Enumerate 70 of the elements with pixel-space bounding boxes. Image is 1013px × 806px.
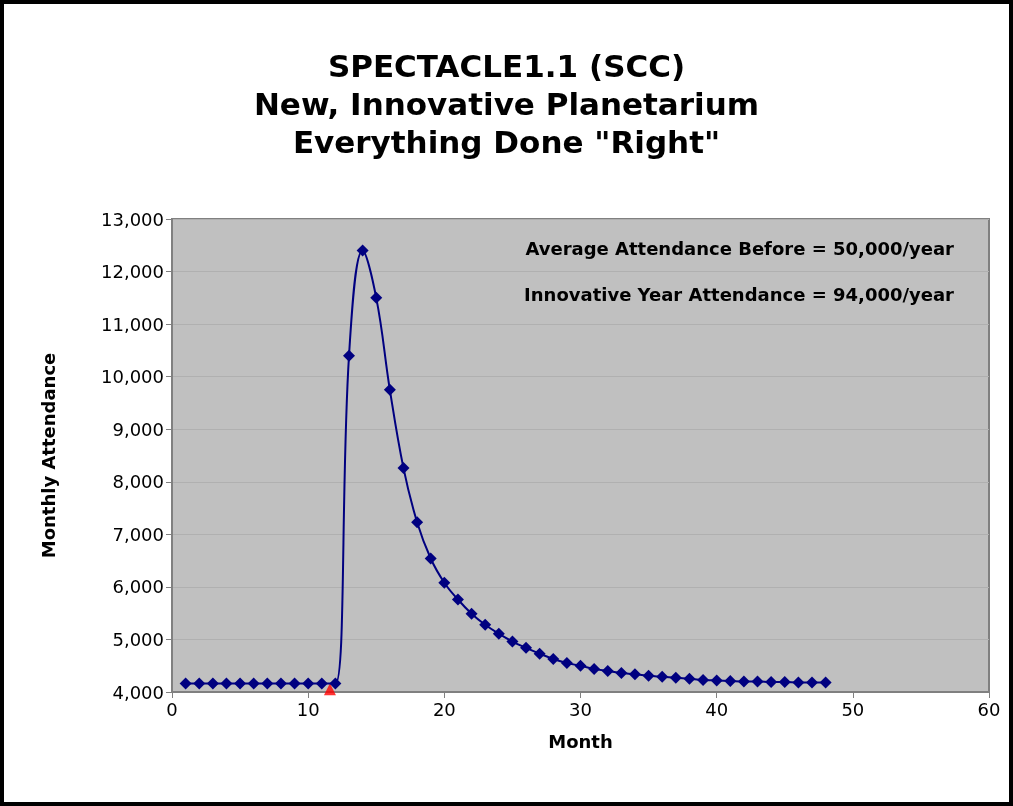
point xyxy=(547,652,560,665)
point xyxy=(397,462,410,475)
point xyxy=(792,676,805,689)
point xyxy=(724,674,737,687)
point xyxy=(424,552,437,565)
point xyxy=(615,667,628,680)
x-tick-label: 50 xyxy=(841,698,865,720)
point xyxy=(710,674,723,687)
annotation: Innovative Year Attendance = 94,000/year xyxy=(524,283,955,305)
point xyxy=(697,673,710,686)
y-tick-label: 8,000 xyxy=(112,471,164,493)
y-tick-label: 5,000 xyxy=(112,628,164,650)
point xyxy=(274,677,287,690)
point xyxy=(343,349,356,362)
y-tick-label: 12,000 xyxy=(101,261,164,283)
point xyxy=(560,657,573,670)
point xyxy=(533,647,546,660)
point xyxy=(438,576,451,589)
point xyxy=(206,677,219,690)
y-tick-label: 7,000 xyxy=(112,523,164,545)
x-axis-title: Month xyxy=(548,730,613,752)
point xyxy=(193,677,206,690)
point xyxy=(751,675,764,688)
point xyxy=(465,607,478,620)
y-tick-label: 11,000 xyxy=(101,313,164,335)
x-tick-label: 0 xyxy=(166,698,178,720)
x-tick-label: 40 xyxy=(705,698,729,720)
point xyxy=(588,662,601,675)
point xyxy=(261,677,274,690)
y-tick-label: 4,000 xyxy=(112,681,164,703)
y-tick-label: 10,000 xyxy=(101,366,164,388)
point xyxy=(451,593,464,606)
point xyxy=(220,677,233,690)
point xyxy=(411,516,424,529)
point xyxy=(179,677,192,690)
point xyxy=(656,670,669,683)
chart-title: SPECTACLE1.1 (SCC) New, Innovative Planetarium Everything Done "Right" xyxy=(253,48,760,160)
point xyxy=(492,627,505,640)
point xyxy=(737,675,750,688)
point xyxy=(778,676,791,689)
point xyxy=(247,677,260,690)
y-tick-label: 6,000 xyxy=(112,576,164,598)
point xyxy=(329,677,342,690)
y-tick-label: 9,000 xyxy=(112,418,164,440)
point xyxy=(642,669,655,682)
point xyxy=(370,291,383,304)
annotation: Average Attendance Before = 50,000/year xyxy=(525,237,955,259)
point xyxy=(356,244,369,257)
point xyxy=(383,383,396,396)
point xyxy=(574,659,587,672)
point xyxy=(805,676,818,689)
x-tick-label: 20 xyxy=(432,698,456,720)
x-tick-label: 60 xyxy=(977,698,1001,720)
y-axis-title: Monthly Attendance xyxy=(37,352,59,559)
point xyxy=(819,676,832,689)
point xyxy=(323,683,336,696)
point xyxy=(479,618,492,631)
point xyxy=(520,641,533,654)
point xyxy=(315,677,328,690)
point xyxy=(506,635,519,648)
point xyxy=(669,671,682,684)
point xyxy=(302,677,315,690)
point xyxy=(601,664,614,677)
y-tick-label: 13,000 xyxy=(101,208,164,230)
point xyxy=(234,677,247,690)
x-tick-label: 10 xyxy=(296,698,320,720)
point xyxy=(683,672,696,685)
point xyxy=(628,668,641,681)
point xyxy=(288,677,301,690)
x-tick-label: 30 xyxy=(569,698,592,720)
